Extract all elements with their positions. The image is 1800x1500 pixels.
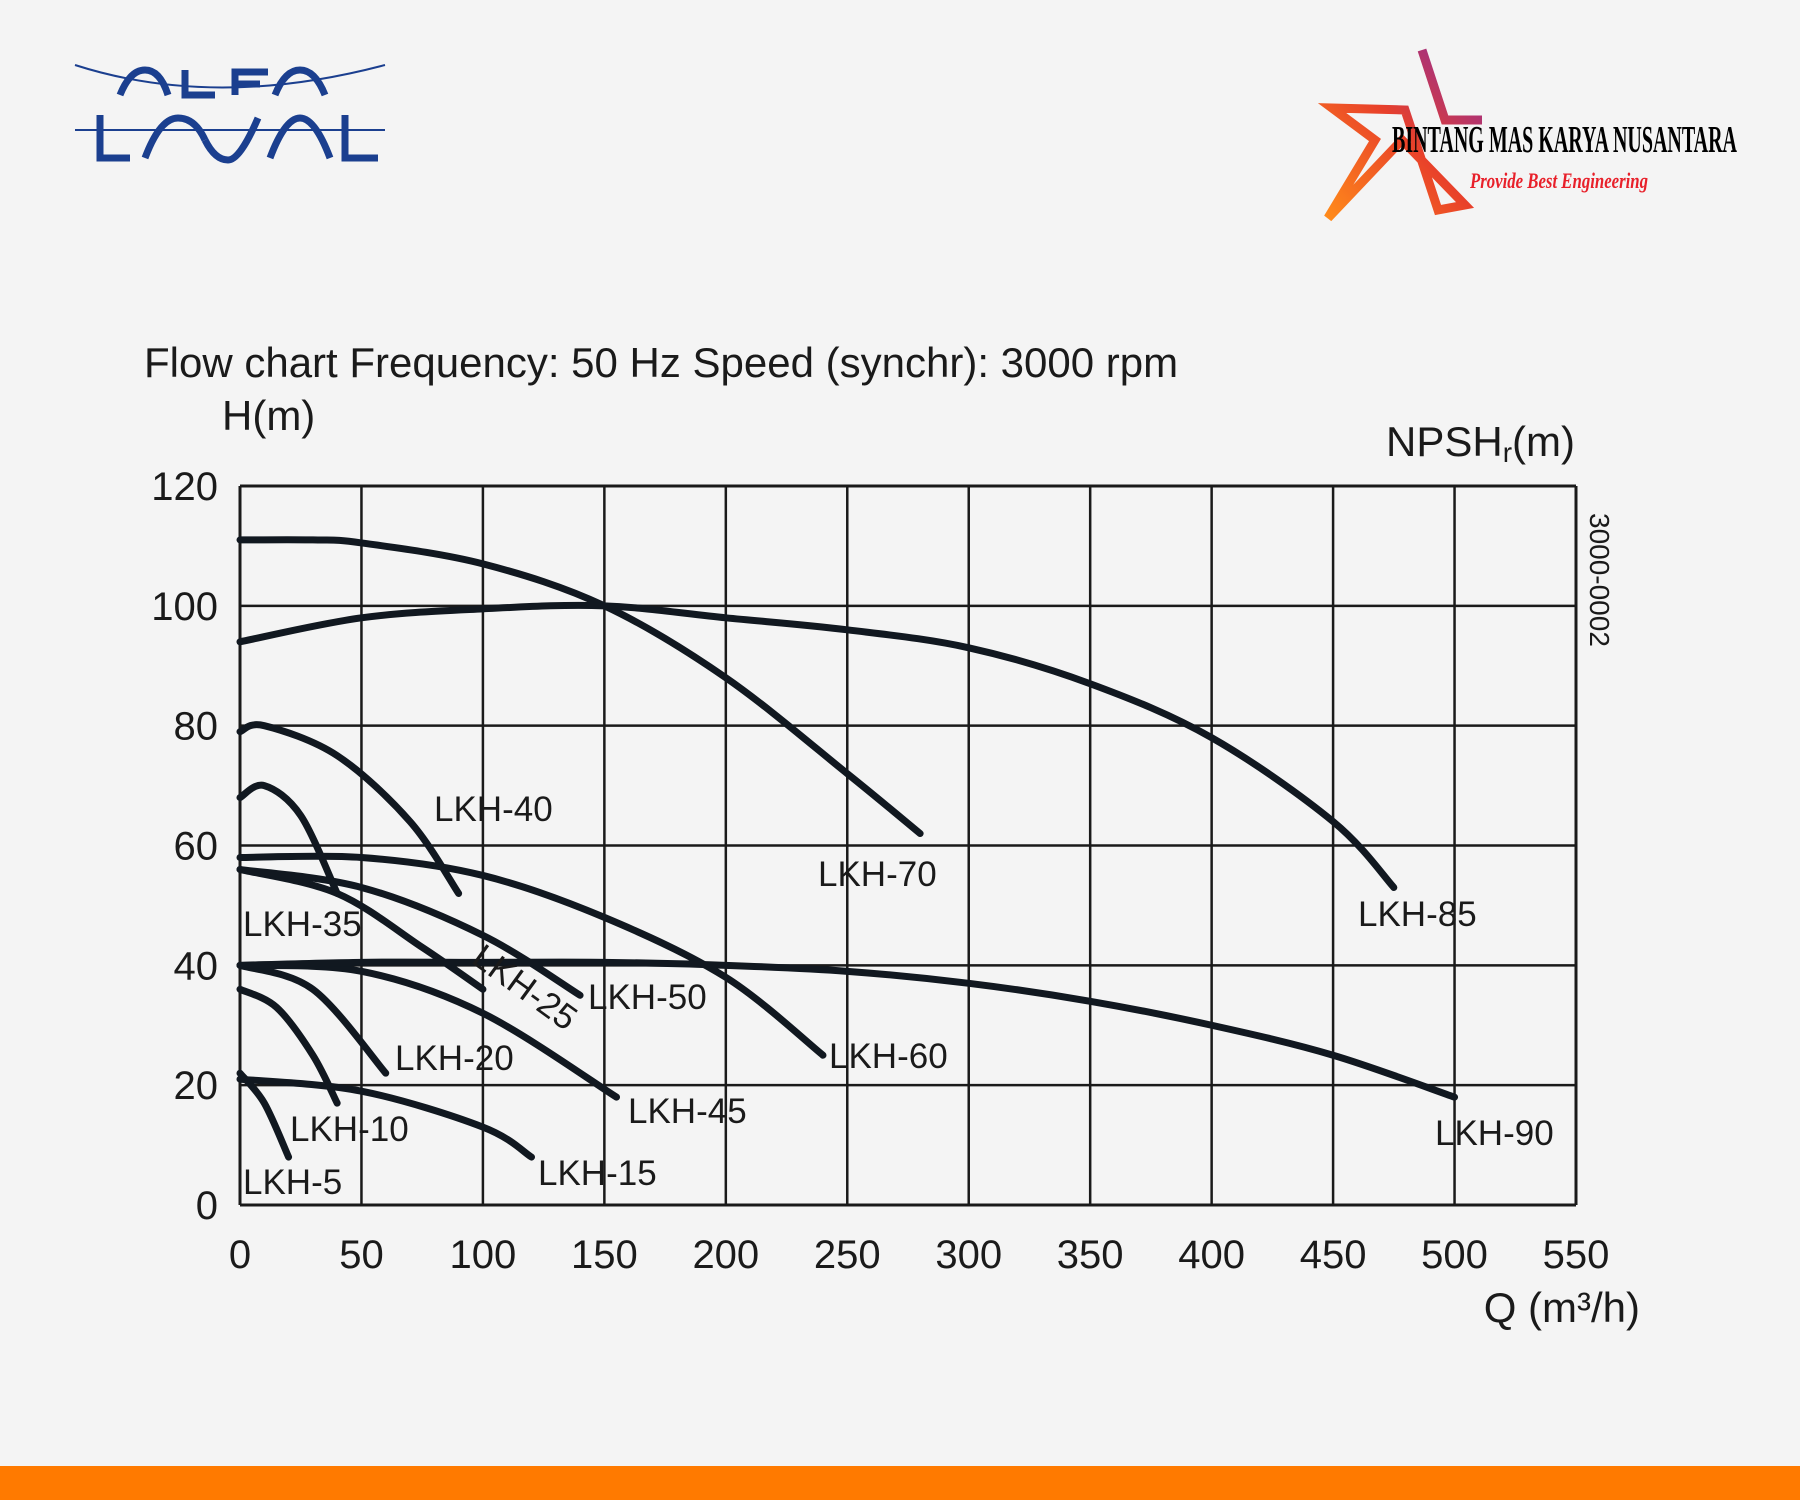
curve-lkh-85 <box>236 601 1398 891</box>
curve-label-lkh-15: LKH-15 <box>538 1154 657 1193</box>
curve-lkh-90 <box>236 958 1459 1101</box>
curve-label-lkh-60: LKH-60 <box>829 1037 948 1076</box>
x-tick-label: 100 <box>450 1233 517 1277</box>
curve-lkh-70 <box>236 536 924 838</box>
curve-lkh-10 <box>236 985 341 1107</box>
x-tick-label: 450 <box>1300 1233 1367 1277</box>
y-tick-label: 120 <box>151 465 218 509</box>
curve-lkh-35 <box>236 781 341 897</box>
y-tick-label: 80 <box>174 705 219 749</box>
curves <box>236 536 1459 1161</box>
grid <box>238 484 1578 1207</box>
bintang-mas-brand-text: BINTANG MAS KARYA NUSANTARA <box>1392 119 1737 161</box>
y-tick-label: 40 <box>174 944 219 988</box>
curve-lkh-40 <box>236 721 463 897</box>
curve-label-lkh-10: LKH-10 <box>290 1110 409 1149</box>
bintang-mas-logo: BINTANG MAS KARYA NUSANTARA Provide Best… <box>1317 48 1737 222</box>
tick-labels: 0 50 100 150 200 250 300 350 400 450 500 550 0 20 40 60… <box>151 465 1609 1277</box>
y-tick-label: 20 <box>174 1064 219 1108</box>
x-axis-label: Q (m³/h) <box>1484 1284 1640 1331</box>
y-tick-label: 100 <box>151 585 218 629</box>
bottom-accent-bar <box>0 1466 1800 1500</box>
x-tick-label: 150 <box>571 1233 638 1277</box>
curve-label-lkh-50: LKH-50 <box>588 978 707 1017</box>
curve-label-lkh-40: LKH-40 <box>434 790 553 829</box>
y-axis-right-label: NPSHr(m) <box>1386 418 1575 468</box>
x-tick-label: 50 <box>339 1233 384 1277</box>
curve-label-lkh-35: LKH-35 <box>243 905 362 944</box>
curve-label-lkh-90: LKH-90 <box>1435 1114 1554 1153</box>
curve-lkh-50 <box>236 865 584 999</box>
x-tick-label: 400 <box>1178 1233 1245 1277</box>
x-tick-label: 300 <box>935 1233 1002 1277</box>
curve-lkh-15 <box>236 1075 535 1161</box>
alfa-laval-logo <box>74 64 386 164</box>
x-tick-label: 250 <box>814 1233 881 1277</box>
bintang-mas-tagline: Provide Best Engineering <box>1469 168 1648 193</box>
x-tick-label: 0 <box>229 1233 251 1277</box>
curve-label-lkh-45: LKH-45 <box>628 1092 747 1131</box>
curve-lkh-20 <box>236 961 390 1077</box>
side-code: 3000-0002 <box>1584 513 1615 647</box>
x-tick-label: 350 <box>1057 1233 1124 1277</box>
curve-lkh-60 <box>236 852 827 1059</box>
y-tick-label: 0 <box>196 1184 218 1228</box>
curve-label-lkh-70: LKH-70 <box>818 855 937 894</box>
curve-label-lkh-5: LKH-5 <box>243 1163 342 1202</box>
chart-title: Flow chart Frequency: 50 Hz Speed (synch… <box>144 339 1178 386</box>
y-tick-label: 60 <box>174 825 219 869</box>
x-tick-label: 500 <box>1421 1233 1488 1277</box>
y-axis-label: H(m) <box>222 392 315 439</box>
curve-label-lkh-85: LKH-85 <box>1358 895 1477 934</box>
curve-label-lkh-20: LKH-20 <box>395 1039 514 1078</box>
x-tick-label: 550 <box>1543 1233 1610 1277</box>
x-tick-label: 200 <box>692 1233 759 1277</box>
